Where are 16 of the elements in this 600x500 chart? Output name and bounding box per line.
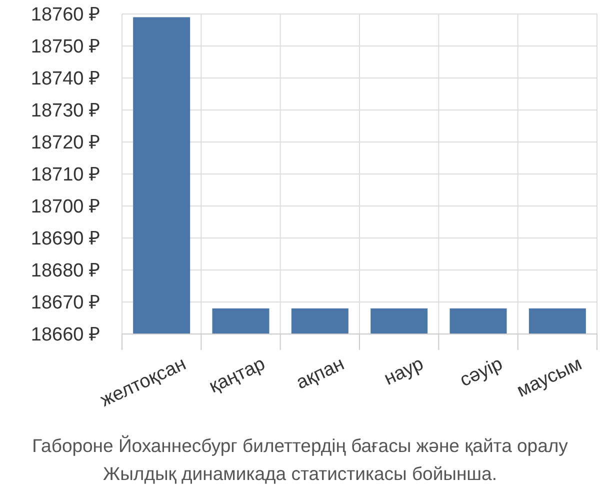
- y-tick-label: 18750 ₽: [30, 36, 100, 58]
- y-tick-label: 18660 ₽: [30, 324, 100, 346]
- x-tick-label: наур: [381, 354, 427, 390]
- text: Жылдық динамикада статистикасы бойынша.: [103, 463, 497, 484]
- x-tick-label: сәуір: [456, 354, 506, 392]
- y-tick-label: 18760 ₽: [30, 4, 100, 26]
- y-tick-label: 18700 ₽: [30, 196, 100, 218]
- y-tick-label: 18730 ₽: [30, 100, 100, 122]
- text: Габороне Йоханнесбург билеттердің бағасы және қайта оралу: [32, 435, 569, 456]
- y-tick-label: 18670 ₽: [30, 292, 100, 314]
- y-tick-label: 18720 ₽: [30, 132, 100, 154]
- y-tick-label: 18680 ₽: [30, 260, 100, 282]
- y-tick-label: 18690 ₽: [30, 228, 100, 250]
- x-tick-label: ақпан: [293, 354, 348, 394]
- y-tick-label: 18710 ₽: [30, 164, 100, 186]
- y-tick-label: 18740 ₽: [30, 68, 100, 90]
